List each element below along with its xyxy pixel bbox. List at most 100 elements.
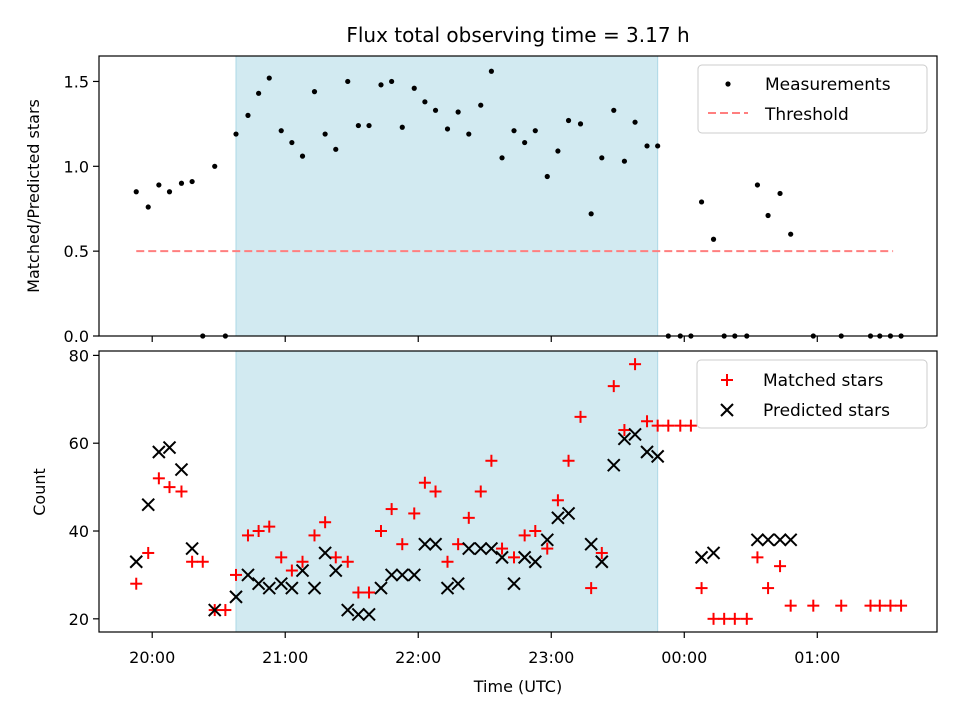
x-tick-label: 21:00 xyxy=(262,648,308,667)
predicted-star-point xyxy=(595,555,609,569)
predicted-x-b xyxy=(561,506,576,521)
predicted-star-point xyxy=(251,576,266,591)
predicted-x-b xyxy=(584,537,598,551)
measurement-point xyxy=(544,173,550,180)
predicted-star-point xyxy=(384,568,399,582)
measurement-point xyxy=(299,153,306,159)
measurement-point xyxy=(256,90,262,96)
legend-threshold-label: Threshold xyxy=(764,105,849,125)
matched-star-point xyxy=(418,476,431,489)
observing-window-shade xyxy=(236,56,658,336)
predicted-star-point xyxy=(141,497,155,512)
predicted-star-point xyxy=(750,533,765,547)
predicted-x-b xyxy=(761,533,775,547)
predicted-x-b xyxy=(595,555,609,569)
predicted-star-point xyxy=(407,568,421,582)
predicted-star-point xyxy=(395,568,409,582)
matched-star-point xyxy=(674,419,687,432)
predicted-x-b xyxy=(162,440,177,455)
measurement-point xyxy=(488,68,494,74)
measurement-point xyxy=(133,189,139,195)
predicted-x-b xyxy=(650,449,665,464)
measurement-point xyxy=(266,75,272,81)
measurement-point xyxy=(611,107,617,113)
predicted-star-point xyxy=(152,445,166,459)
bottom-x-ticks: 20:00 21:00 22:00 23:00 00:00 01:00 xyxy=(129,632,840,667)
measurement-point xyxy=(632,119,638,125)
measurement-point xyxy=(355,122,361,129)
top-y-axis-label: Matched/Predicted stars xyxy=(24,99,43,293)
predicted-x-b xyxy=(451,576,465,591)
predicted-star-point xyxy=(584,537,598,551)
legend-measurements-marker xyxy=(725,81,731,87)
predicted-x-b xyxy=(428,537,443,551)
predicted-x-b xyxy=(507,576,521,591)
matched-star-point xyxy=(275,551,288,564)
measurement-point xyxy=(765,212,771,219)
predicted-x-b xyxy=(617,432,632,446)
matched-star-point xyxy=(142,546,155,559)
measurement-point xyxy=(555,148,561,154)
y-tick-label: 0.0 xyxy=(64,327,89,346)
predicted-x-b xyxy=(484,541,499,556)
matched-star-point xyxy=(374,525,387,538)
measurement-point xyxy=(522,139,528,146)
matched-star-point xyxy=(595,546,608,559)
bottom-y-axis-label: Count xyxy=(30,468,49,516)
measurement-point xyxy=(145,204,151,210)
bottom-legend: Matched stars Predicted stars xyxy=(696,359,928,429)
measurement-point xyxy=(422,99,428,105)
y-tick-label: 0.5 xyxy=(64,242,89,261)
matched-star-point xyxy=(728,612,741,625)
predicted-x-b xyxy=(694,550,709,565)
y-tick-label: 60 xyxy=(69,434,89,453)
predicted-x-b xyxy=(362,607,376,622)
matched-star-point xyxy=(441,555,454,568)
matched-star-point xyxy=(541,542,554,555)
predicted-x-b xyxy=(318,546,332,560)
predicted-x-b xyxy=(384,568,399,582)
bottom-shaded-region xyxy=(235,351,659,632)
predicted-x-b xyxy=(418,537,432,551)
matched-star-point xyxy=(462,511,475,524)
predicted-x-b xyxy=(274,576,288,591)
predicted-x-b xyxy=(251,576,266,591)
predicted-star-point xyxy=(351,607,366,622)
matched-star-point xyxy=(341,555,354,568)
measurement-point xyxy=(378,82,384,88)
measurement-point xyxy=(588,211,594,217)
measurement-point xyxy=(754,182,761,188)
matched-star-point xyxy=(529,525,542,538)
predicted-star-point xyxy=(451,576,465,591)
predicted-x-b xyxy=(174,462,189,477)
predicted-x-b xyxy=(395,568,409,582)
legend-predicted-marker xyxy=(720,403,734,417)
matched-star-point xyxy=(163,481,176,494)
matched-star-point xyxy=(175,485,188,498)
predicted-star-point xyxy=(495,550,509,565)
predicted-star-point xyxy=(274,576,288,591)
predicted-star-point xyxy=(650,449,665,464)
x-tick-label: 20:00 xyxy=(129,648,175,667)
predicted-star-point xyxy=(540,533,554,547)
bottom-axes-frame xyxy=(98,350,938,633)
matched-star-point xyxy=(496,542,509,555)
predicted-star-point xyxy=(241,568,255,582)
measurement-point xyxy=(166,189,173,195)
measurement-point xyxy=(698,199,705,205)
legend-measurements-label: Measurements xyxy=(765,75,891,95)
matched-star-point xyxy=(835,599,848,612)
y-tick-label: 1.0 xyxy=(64,157,89,176)
measurement-point xyxy=(710,236,717,242)
predicted-x-b xyxy=(640,445,654,459)
x-tick-label: 01:00 xyxy=(794,648,840,667)
measurement-point xyxy=(289,139,295,146)
measurement-point xyxy=(777,190,783,197)
predicted-x-b xyxy=(495,550,509,565)
matched-star-point xyxy=(230,568,243,581)
matched-star-point xyxy=(585,582,598,595)
measurement-point xyxy=(577,121,584,127)
predicted-star-point xyxy=(773,533,787,547)
predicted-x-b xyxy=(285,581,299,595)
